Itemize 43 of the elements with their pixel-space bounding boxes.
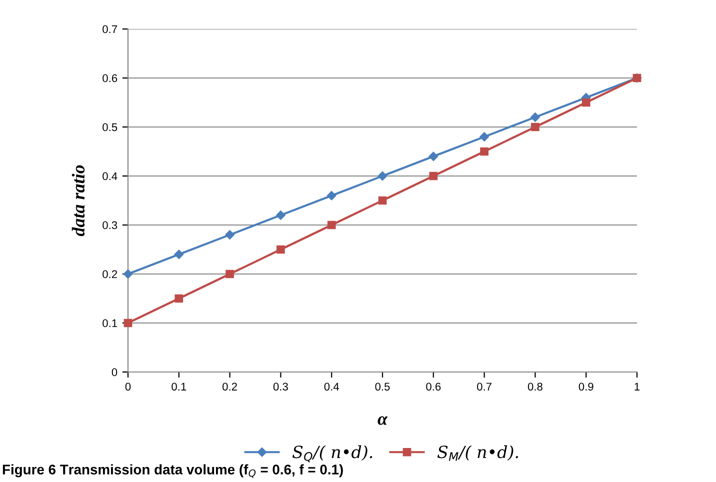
y-axis-title: data ratio xyxy=(72,165,85,236)
point xyxy=(123,269,133,279)
x-tick-label: 0.5 xyxy=(375,382,390,391)
point xyxy=(174,250,184,260)
point xyxy=(531,122,540,132)
point xyxy=(276,245,285,254)
point xyxy=(327,220,336,230)
point xyxy=(428,152,438,162)
point xyxy=(225,230,234,240)
y-tick-label: 0.2 xyxy=(102,270,118,278)
x-tick-label: 0.2 xyxy=(222,382,237,391)
point xyxy=(276,210,286,220)
legend-label: S$_{Q}$/( n•d). xyxy=(292,445,372,462)
x-tick-label: 0 xyxy=(125,382,131,391)
x-tick-label: 0.3 xyxy=(273,382,288,391)
x-tick-label: 0.1 xyxy=(172,382,186,391)
x-tick-label: 1 xyxy=(634,382,640,390)
y-tick-label: 0 xyxy=(112,368,118,376)
point xyxy=(124,318,132,328)
x-tick-label: 0.8 xyxy=(528,382,542,391)
point xyxy=(326,190,336,200)
point xyxy=(174,294,184,303)
point xyxy=(480,147,488,156)
y-tick-label: 0.6 xyxy=(102,74,118,82)
point xyxy=(530,112,540,122)
legend-label: S$_{M}$/( n•d). xyxy=(437,445,518,461)
point xyxy=(378,171,388,181)
x-tick-label: 0.7 xyxy=(477,382,492,391)
point xyxy=(582,98,590,107)
caption: Figure 6 Transmission data volume (f$_{Q}$ = 0.6, f = 0.1) xyxy=(2,464,343,478)
y-tick-label: 0.1 xyxy=(102,319,118,328)
point xyxy=(378,196,387,205)
point xyxy=(226,270,234,278)
point xyxy=(429,172,438,180)
y-tick-label: 0.4 xyxy=(102,172,118,180)
y-tick-label: 0.7 xyxy=(102,25,118,34)
x-tick-label: 0.6 xyxy=(426,382,441,391)
x-tick-label: 0.9 xyxy=(578,382,594,391)
y-tick-label: 0.3 xyxy=(102,221,118,230)
point xyxy=(480,132,489,142)
y-tick-label: 0.5 xyxy=(102,123,118,132)
x-axis-title: α xyxy=(378,416,388,425)
x-tick-label: 0.4 xyxy=(324,382,339,391)
